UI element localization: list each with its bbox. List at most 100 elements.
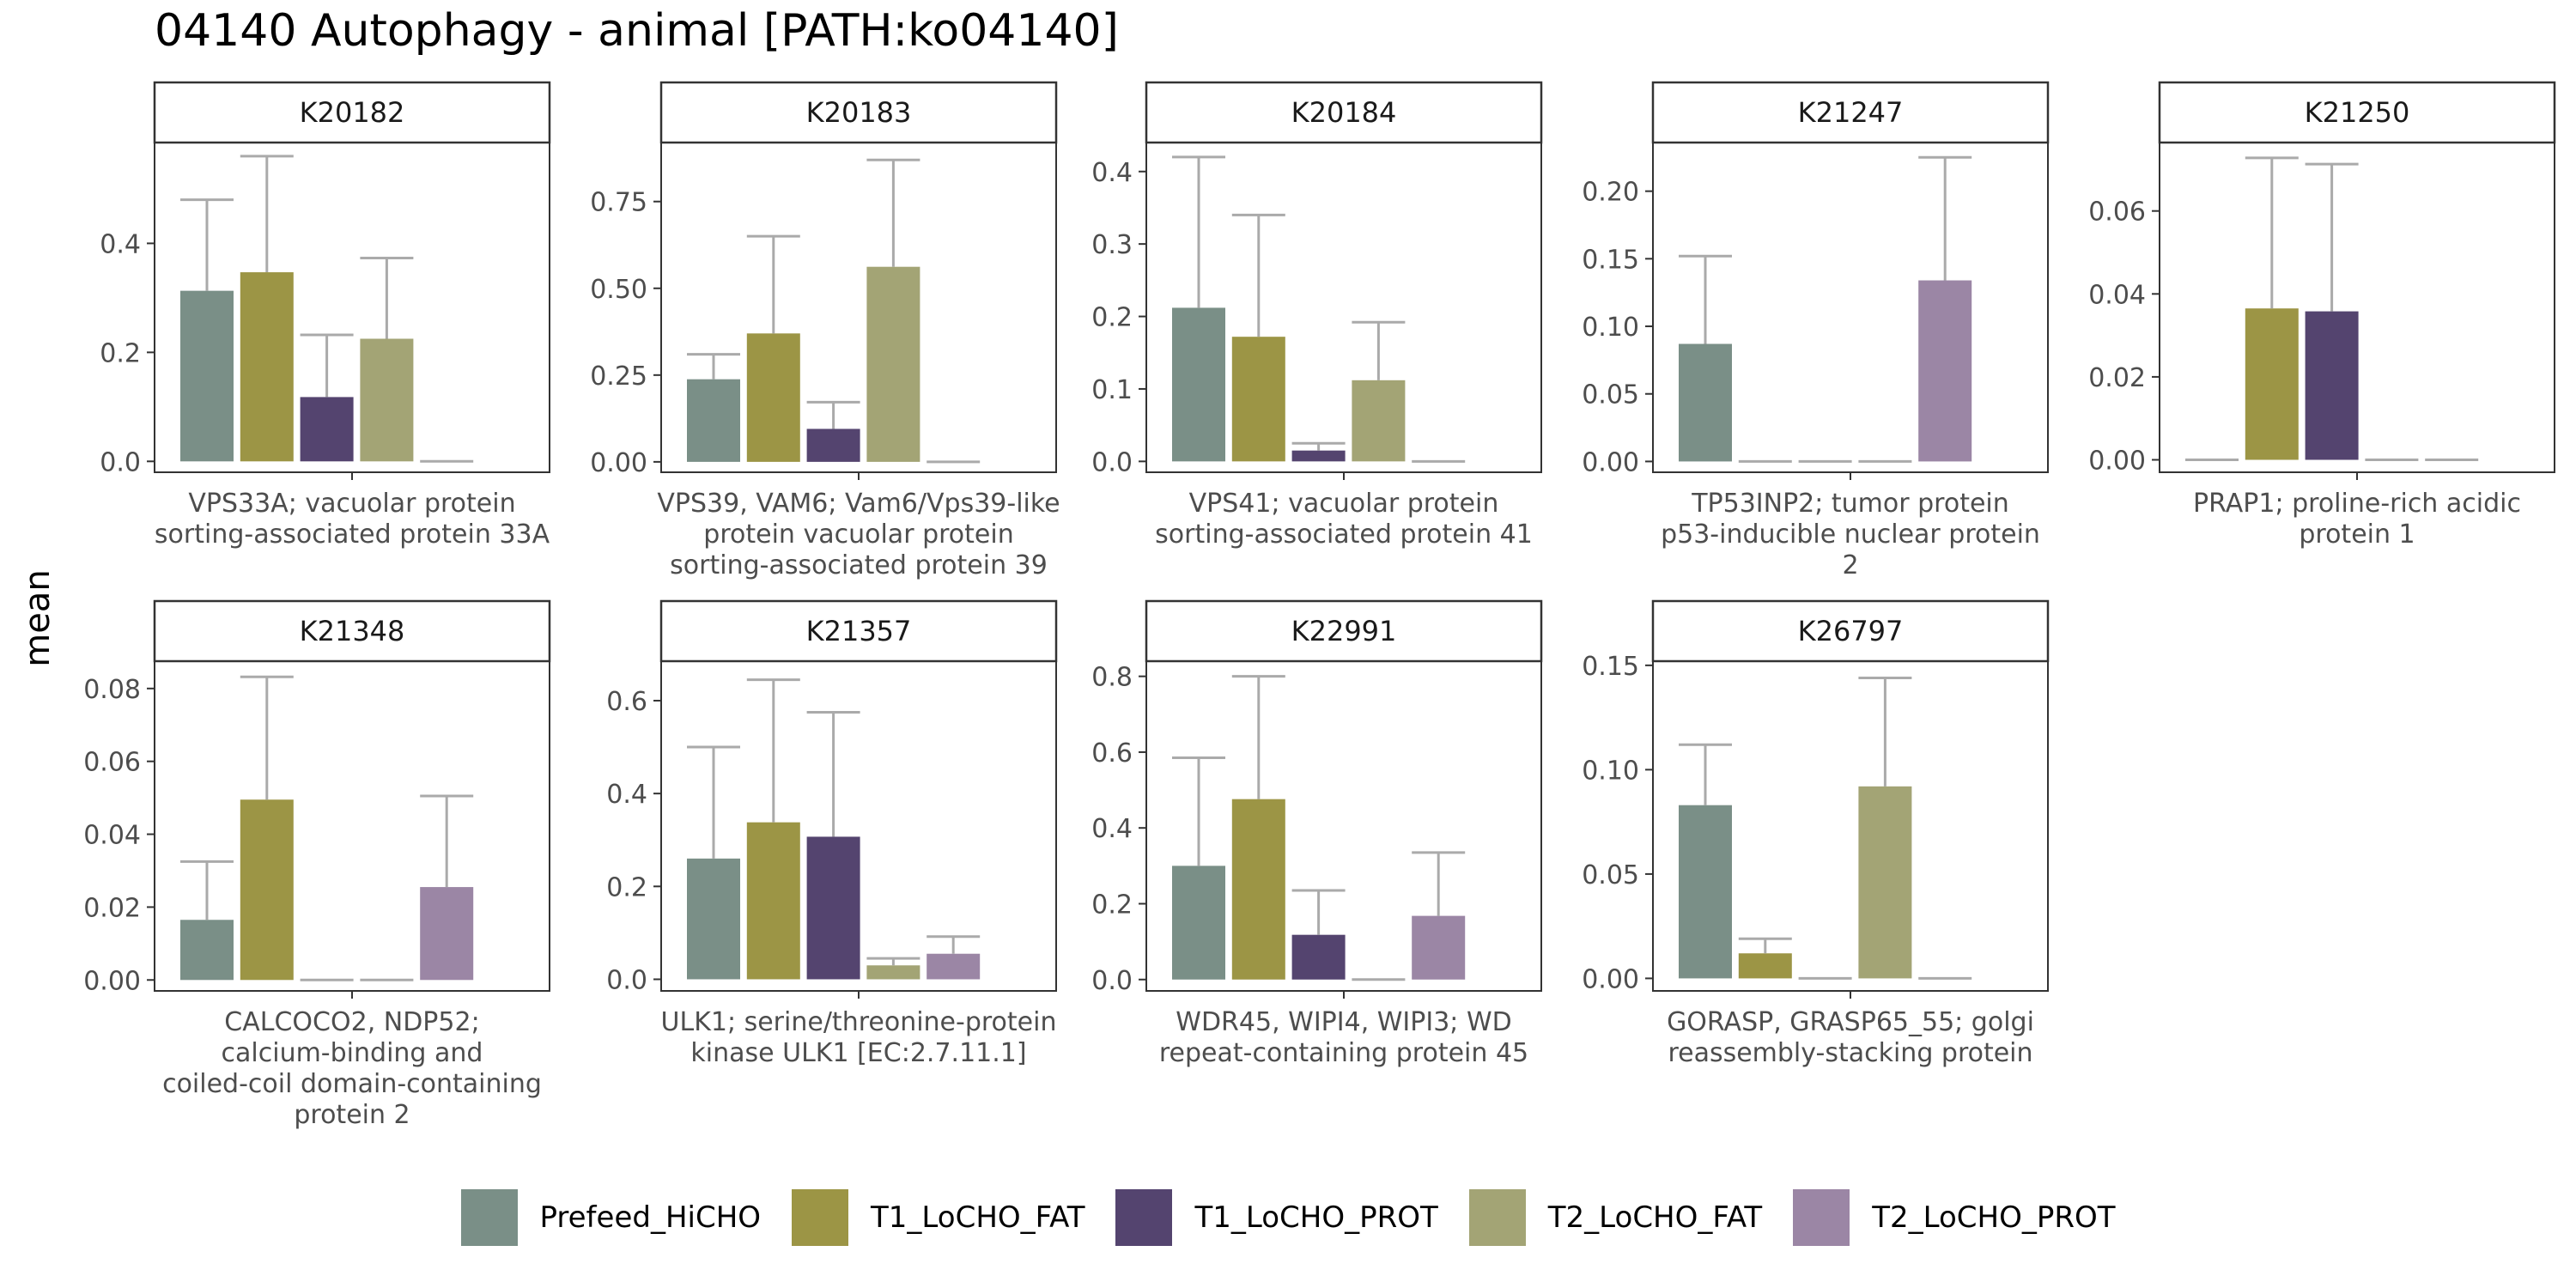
bar bbox=[180, 290, 234, 462]
facet-strip-label: K21247 bbox=[1798, 96, 1904, 129]
bar bbox=[806, 836, 860, 980]
bar bbox=[1679, 805, 1732, 979]
y-tick-label: 0.25 bbox=[590, 361, 647, 392]
bar bbox=[1172, 307, 1225, 462]
bar bbox=[240, 799, 294, 981]
facet-strip-label: K21348 bbox=[300, 615, 405, 647]
x-category-label: PRAP1; proline-rich acidic bbox=[2193, 489, 2521, 519]
y-tick-label: 0.02 bbox=[2088, 363, 2146, 393]
y-tick-label: 0.08 bbox=[83, 675, 141, 705]
facet-strip bbox=[1145, 81, 1543, 144]
legend-label: Prefeed_HiCHO bbox=[539, 1200, 762, 1235]
bar bbox=[806, 428, 860, 462]
y-tick-label: 0.4 bbox=[606, 780, 647, 810]
facet-strip-label: K22991 bbox=[1291, 615, 1397, 647]
y-tick-label: 0.2 bbox=[606, 872, 647, 902]
bar bbox=[927, 953, 981, 980]
legend-label: T1_LoCHO_FAT bbox=[871, 1200, 1085, 1235]
bar bbox=[1352, 380, 1406, 462]
x-category-label: sorting-associated protein 41 bbox=[1155, 519, 1533, 550]
bar bbox=[2245, 308, 2299, 460]
x-category-label: TP53INP2; tumor protein bbox=[1691, 489, 2009, 519]
x-category-label: sorting-associated protein 33A bbox=[155, 519, 550, 550]
bar bbox=[420, 887, 474, 981]
x-category-label: WDR45, WIPI4, WIPI3; WD bbox=[1176, 1007, 1511, 1037]
bar bbox=[1738, 953, 1792, 979]
legend-swatch bbox=[1468, 1189, 1526, 1246]
y-tick-label: 0.2 bbox=[1091, 303, 1133, 333]
x-category-label: kinase ULK1 [EC:2.7.11.1] bbox=[690, 1038, 1026, 1068]
legend-label: T2_LoCHO_PROT bbox=[1872, 1200, 2116, 1235]
bar bbox=[240, 272, 294, 462]
y-tick-label: 0.2 bbox=[100, 338, 141, 368]
y-tick-label: 0.00 bbox=[1582, 964, 1639, 994]
y-tick-label: 0.00 bbox=[590, 448, 647, 478]
legend-item: T1_LoCHO_PROT bbox=[1115, 1189, 1438, 1246]
y-tick-label: 0.0 bbox=[606, 965, 647, 995]
facet-strip bbox=[2158, 81, 2556, 144]
x-category-label: sorting-associated protein 39 bbox=[670, 550, 1048, 580]
facet-strip bbox=[1651, 599, 2050, 663]
bar bbox=[687, 379, 740, 462]
bar bbox=[1291, 934, 1346, 980]
bar bbox=[1412, 915, 1466, 980]
y-tick-label: 0.00 bbox=[2088, 447, 2146, 477]
x-category-label: VPS33A; vacuolar protein bbox=[188, 489, 515, 519]
facet-strip bbox=[659, 599, 1058, 663]
bar bbox=[1291, 450, 1346, 462]
facet-strip bbox=[153, 81, 551, 144]
y-tick-label: 0.6 bbox=[1091, 738, 1133, 769]
x-category-label: GORASP, GRASP65_55; golgi bbox=[1667, 1007, 2034, 1037]
facet-strip-label: K21357 bbox=[806, 615, 912, 647]
y-tick-label: 0.4 bbox=[1091, 158, 1133, 188]
bar bbox=[1172, 866, 1225, 980]
y-tick-label: 0.50 bbox=[590, 275, 647, 305]
y-tick-label: 0.4 bbox=[100, 229, 141, 259]
y-tick-label: 0.0 bbox=[100, 447, 141, 477]
x-category-label: reassembly-stacking protein bbox=[1668, 1038, 2032, 1068]
legend-swatch bbox=[792, 1189, 849, 1246]
x-category-label: VPS41; vacuolar protein bbox=[1189, 489, 1499, 519]
x-category-label: CALCOCO2, NDP52; bbox=[224, 1007, 479, 1037]
x-category-label: 2 bbox=[1842, 550, 1858, 580]
y-tick-label: 0.15 bbox=[1582, 652, 1639, 682]
legend: Prefeed_HiCHO T1_LoCHO_FAT T1_LoCHO_PROT T2… bbox=[0, 1183, 2576, 1252]
y-tick-label: 0.05 bbox=[1582, 860, 1639, 890]
bar bbox=[1679, 343, 1732, 462]
bar bbox=[1918, 280, 1972, 462]
legend-swatch bbox=[1115, 1189, 1173, 1246]
legend-item: T1_LoCHO_FAT bbox=[792, 1189, 1084, 1246]
bar bbox=[1231, 799, 1285, 980]
y-tick-label: 0.04 bbox=[2088, 280, 2146, 310]
bar bbox=[687, 858, 740, 980]
y-tick-label: 0.0 bbox=[1091, 966, 1133, 996]
y-tick-label: 0.2 bbox=[1091, 890, 1133, 920]
legend-item: T2_LoCHO_FAT bbox=[1468, 1189, 1763, 1246]
y-tick-label: 0.3 bbox=[1091, 230, 1133, 260]
x-category-label: repeat-containing protein 45 bbox=[1159, 1038, 1528, 1068]
bar bbox=[866, 266, 920, 462]
y-tick-label: 0.06 bbox=[83, 748, 141, 778]
x-category-label: protein 2 bbox=[294, 1100, 410, 1130]
facet-strip bbox=[1145, 599, 1543, 663]
y-tick-label: 0.10 bbox=[1582, 756, 1639, 786]
facet-strip bbox=[153, 599, 551, 663]
bar bbox=[746, 333, 800, 462]
x-category-label: coiled-coil domain-containing bbox=[162, 1069, 542, 1099]
y-tick-label: 0.00 bbox=[83, 966, 141, 996]
facet-strip-label: K26797 bbox=[1798, 615, 1904, 647]
x-category-label: protein 1 bbox=[2299, 519, 2415, 550]
bar bbox=[1858, 786, 1912, 979]
y-tick-label: 0.06 bbox=[2088, 197, 2146, 228]
facet-strip-label: K20183 bbox=[806, 96, 912, 129]
x-category-label: ULK1; serine/threonine-protein bbox=[661, 1007, 1057, 1037]
legend-label: T2_LoCHO_FAT bbox=[1547, 1200, 1763, 1235]
y-tick-label: 0.10 bbox=[1582, 313, 1639, 343]
y-tick-label: 0.05 bbox=[1582, 380, 1639, 410]
legend-swatch bbox=[1793, 1189, 1850, 1246]
y-tick-label: 0.0 bbox=[1091, 447, 1133, 477]
x-category-label: calcium-binding and bbox=[222, 1038, 483, 1068]
y-tick-label: 0.1 bbox=[1091, 375, 1133, 405]
facet-strip-label: K20184 bbox=[1291, 96, 1397, 129]
